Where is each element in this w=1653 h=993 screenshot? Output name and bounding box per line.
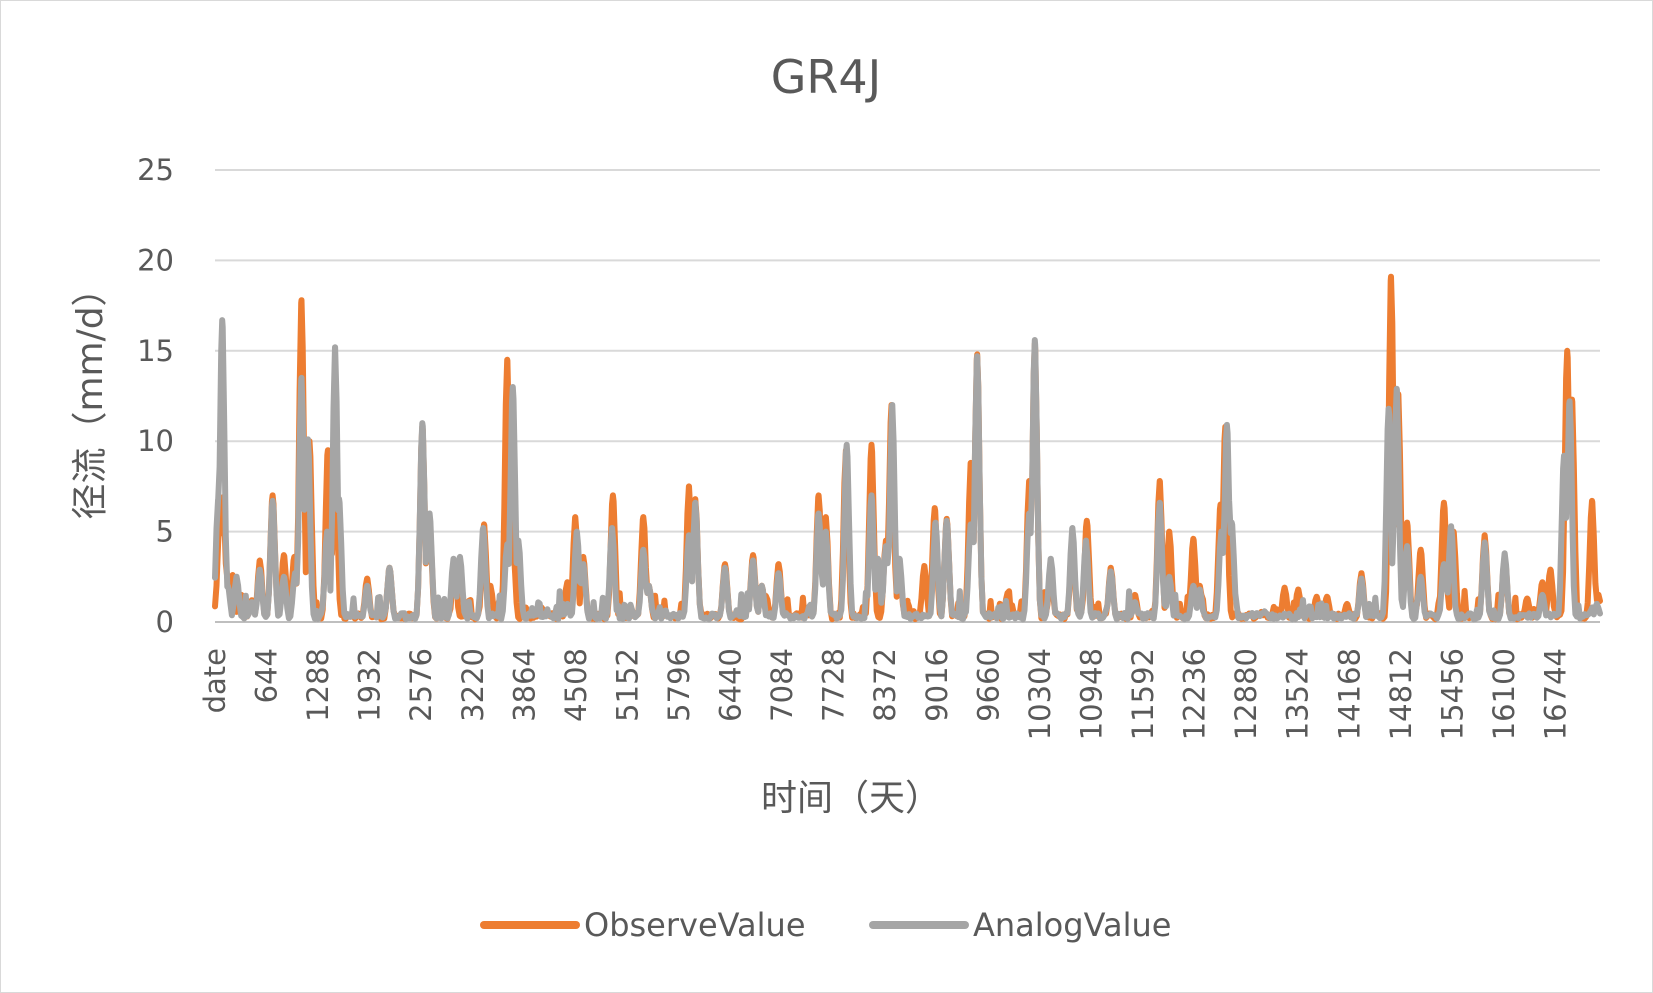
x-tick-label: 7728: [817, 648, 851, 722]
chart-title: GR4J: [771, 50, 881, 104]
y-tick-labels: 0 5 10 15 20 25: [137, 153, 174, 639]
legend: ObserveValue AnalogValue: [480, 906, 1171, 944]
x-tick-label: 15456: [1435, 648, 1469, 740]
x-tick-label: 4508: [559, 648, 593, 722]
x-tick-label: 1288: [301, 648, 335, 722]
x-tick-label: 10948: [1074, 648, 1108, 740]
x-tick-label: 3864: [507, 648, 541, 722]
x-tick-label: 644: [250, 648, 284, 703]
y-tick-label: 20: [137, 243, 174, 277]
x-tick-label: 13524: [1281, 648, 1315, 740]
x-tick-label: 14168: [1332, 648, 1366, 740]
x-tick-label: 6440: [714, 648, 748, 722]
legend-item: ObserveValue: [480, 906, 806, 944]
x-tick-label: 9016: [920, 648, 954, 722]
x-axis-label: 时间（天）: [761, 778, 941, 819]
x-tick-label: 14812: [1384, 648, 1418, 740]
x-tick-label: 12236: [1178, 648, 1212, 740]
x-tick-label: date: [198, 648, 232, 713]
y-tick-label: 15: [137, 334, 174, 368]
x-tick-label: 5796: [662, 648, 696, 722]
legend-label: ObserveValue: [584, 906, 806, 944]
x-tick-label: 11592: [1126, 648, 1160, 740]
x-tick-label: 3220: [456, 648, 490, 722]
x-tick-label: 2576: [404, 648, 438, 722]
y-tick-label: 10: [137, 424, 174, 458]
x-tick-label: 5152: [610, 648, 644, 722]
series-lines: [212, 273, 1603, 623]
legend-item: AnalogValue: [869, 906, 1171, 944]
grid: [215, 169, 1600, 623]
x-tick-label: 7084: [765, 648, 799, 722]
y-tick-label: 0: [156, 605, 174, 639]
x-tick-label: 16744: [1538, 648, 1572, 740]
x-tick-labels: date 644 1288 1932 2576 3220 3864 4508 5152 5796 6…: [198, 648, 1572, 740]
y-tick-label: 25: [137, 153, 174, 187]
y-tick-label: 5: [156, 515, 174, 549]
y-axis-label: 径流（mm/d）: [70, 270, 111, 519]
x-tick-label: 10304: [1023, 648, 1057, 740]
x-tick-label: 12880: [1229, 648, 1263, 740]
x-tick-label: 16100: [1487, 648, 1521, 740]
x-tick-label: 8372: [868, 648, 902, 722]
series-line-AnalogValue: [212, 317, 1603, 623]
legend-label: AnalogValue: [973, 906, 1171, 944]
x-tick-label: 1932: [353, 648, 387, 722]
x-tick-label: 9660: [971, 648, 1005, 722]
